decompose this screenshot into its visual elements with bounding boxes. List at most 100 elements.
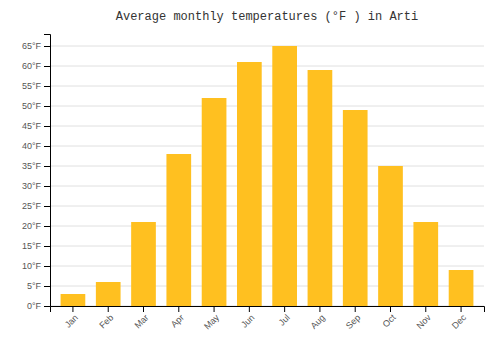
y-tick: 35°F: [22, 161, 50, 171]
x-tick: Jul: [277, 306, 292, 328]
y-tick-mark: [44, 46, 50, 47]
x-tick: Nov: [415, 306, 434, 331]
bar: [343, 110, 368, 306]
chart: 0°F 5°F 10°F 15°F 20°F 25°F 30°F 35°F 40°F 45°F 50…: [0, 0, 500, 350]
x-tick: Apr: [169, 306, 186, 329]
y-tick-label: 35°F: [22, 161, 42, 171]
y-tick: 65°F: [22, 41, 50, 51]
y-tick-label: 60°F: [22, 61, 42, 71]
title: Average monthly temperatures (°F ) in Ar…: [116, 10, 418, 24]
y-tick-mark: [44, 166, 50, 167]
x-tick-mark: [319, 306, 320, 312]
grid-line: [50, 206, 484, 207]
x-tick-label: Jul: [277, 312, 292, 327]
y-tick-label: 30°F: [22, 181, 42, 191]
y-tick-mark: [44, 286, 50, 287]
x-tick-mark: [425, 306, 426, 312]
x-tick-label: Dec: [450, 312, 469, 331]
x-axis: Jan Feb Mar Apr May Jun Jul Aug Sep Oct Nov Dec: [51, 306, 485, 332]
y-tick-mark: [44, 126, 50, 127]
y-tick: 50°F: [22, 101, 50, 111]
x-tick: Aug: [309, 306, 327, 331]
grid-line: [50, 186, 484, 187]
x-tick-label: Nov: [415, 312, 434, 331]
y-tick: 20°F: [22, 221, 50, 231]
x-tick-label: Aug: [309, 312, 327, 330]
x-tick: Sep: [344, 306, 362, 331]
y-tick-label: 50°F: [22, 101, 42, 111]
grid-line: [50, 86, 484, 87]
y-tick-mark: [44, 86, 50, 87]
bars: [61, 46, 474, 306]
bar: [237, 62, 262, 306]
x-tick-mark: [108, 306, 109, 312]
y-tick: 0°F: [27, 301, 50, 311]
y-axis: 0°F 5°F 10°F 15°F 20°F 25°F 30°F 35°F 40°F 45°F 50…: [22, 35, 51, 312]
grid: [50, 46, 484, 306]
grid-line: [50, 46, 484, 47]
y-tick: 10°F: [22, 261, 50, 271]
x-axis-line: [51, 307, 485, 313]
y-tick: 15°F: [22, 241, 50, 251]
y-tick-label: 5°F: [27, 281, 42, 291]
y-tick: 30°F: [22, 181, 50, 191]
bar: [378, 166, 403, 306]
y-tick-mark: [44, 266, 50, 267]
bar: [202, 98, 227, 306]
bar: [166, 154, 191, 306]
y-tick: 25°F: [22, 201, 50, 211]
x-tick-label: Feb: [97, 312, 115, 330]
bar: [96, 282, 121, 306]
y-tick-mark: [44, 106, 50, 107]
x-tick-label: Jun: [239, 312, 256, 329]
x-tick-label: Jan: [63, 312, 80, 329]
y-tick-label: 0°F: [27, 301, 42, 311]
x-tick: Oct: [381, 306, 398, 329]
bar: [308, 70, 333, 306]
y-tick-label: 25°F: [22, 201, 42, 211]
plot: 0°F 5°F 10°F 15°F 20°F 25°F 30°F 35°F 40°F 45°F 50…: [22, 35, 485, 332]
y-tick-mark: [44, 226, 50, 227]
y-tick-label: 45°F: [22, 121, 42, 131]
y-tick: 45°F: [22, 121, 50, 131]
y-tick-mark: [44, 206, 50, 207]
y-tick-mark: [44, 66, 50, 67]
x-tick-label: Oct: [381, 312, 398, 329]
y-tick: 55°F: [22, 81, 50, 91]
grid-line: [50, 126, 484, 127]
y-tick-label: 15°F: [22, 241, 42, 251]
x-tick-label: Apr: [169, 312, 186, 329]
y-tick-mark: [44, 146, 50, 147]
x-tick-mark: [390, 306, 391, 312]
x-tick-mark: [214, 306, 215, 312]
x-tick: Dec: [450, 306, 469, 331]
y-tick-label: 20°F: [22, 221, 42, 231]
y-tick: 60°F: [22, 61, 50, 71]
bar: [449, 270, 474, 306]
x-tick-mark: [284, 306, 285, 312]
x-tick-mark: [143, 306, 144, 312]
grid-line: [50, 166, 484, 167]
bar: [61, 294, 86, 306]
y-tick-mark: [44, 186, 50, 187]
y-axis-line: [44, 35, 51, 307]
x-tick: Jun: [239, 306, 256, 330]
x-tick: Mar: [133, 306, 151, 330]
grid-line: [50, 106, 484, 107]
y-tick-label: 10°F: [22, 261, 42, 271]
x-tick-mark: [355, 306, 356, 312]
x-tick-label: Sep: [344, 312, 362, 330]
y-tick-label: 55°F: [22, 81, 42, 91]
y-tick-mark: [44, 306, 50, 307]
x-tick: May: [202, 306, 221, 332]
bar: [413, 222, 438, 306]
bar: [131, 222, 156, 306]
grid-line: [50, 146, 484, 147]
x-tick: Feb: [97, 306, 115, 330]
x-tick-label: Mar: [133, 312, 151, 330]
y-tick: 40°F: [22, 141, 50, 151]
grid-line: [50, 66, 484, 67]
x-tick-label: May: [202, 312, 221, 331]
y-tick-label: 65°F: [22, 41, 42, 51]
x-tick: Jan: [63, 306, 80, 330]
